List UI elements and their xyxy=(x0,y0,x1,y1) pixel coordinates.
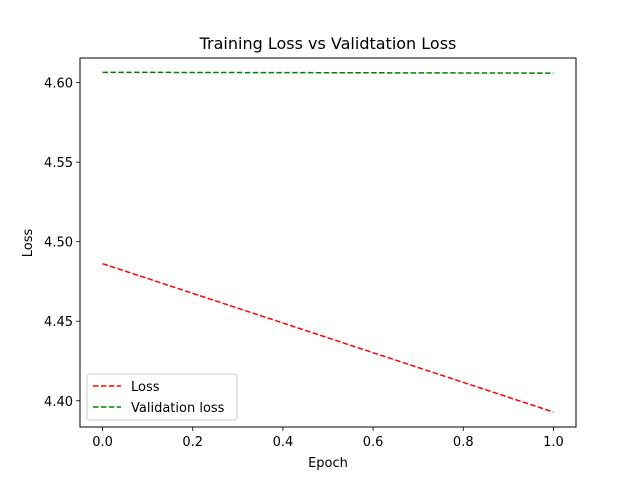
series-line-validation-loss xyxy=(102,71,554,74)
y-axis-label: Loss xyxy=(21,229,36,258)
y-tick-label: 4.55 xyxy=(44,156,73,171)
chart-title: Training Loss vs Validtation Loss xyxy=(199,34,457,53)
legend-box xyxy=(86,373,238,421)
plot-frame xyxy=(79,57,577,428)
legend-label-validation-loss: Validation loss xyxy=(131,401,225,416)
y-tick-label: 4.45 xyxy=(44,315,73,330)
plot-area xyxy=(79,57,577,428)
series-line-loss xyxy=(102,262,554,413)
x-tick-label: 1.0 xyxy=(543,435,564,450)
x-axis-ticks: 0.0 0.2 0.4 0.6 0.8 1.0 xyxy=(92,427,564,450)
x-tick-label: 0.4 xyxy=(273,435,294,450)
legend: Loss Validation loss xyxy=(86,373,238,421)
x-tick-label: 0.6 xyxy=(363,435,384,450)
y-tick-label: 4.50 xyxy=(44,236,73,251)
x-tick-label: 0.8 xyxy=(453,435,474,450)
y-tick-label: 4.40 xyxy=(44,395,73,410)
legend-label-loss: Loss xyxy=(131,380,160,395)
x-axis-label: Epoch xyxy=(308,456,348,471)
x-tick-label: 0.2 xyxy=(182,435,203,450)
x-tick-label: 0.0 xyxy=(92,435,113,450)
y-axis-ticks: 4.40 4.45 4.50 4.55 4.60 xyxy=(44,77,80,410)
series-layer xyxy=(102,71,554,413)
y-tick-label: 4.60 xyxy=(44,77,73,92)
